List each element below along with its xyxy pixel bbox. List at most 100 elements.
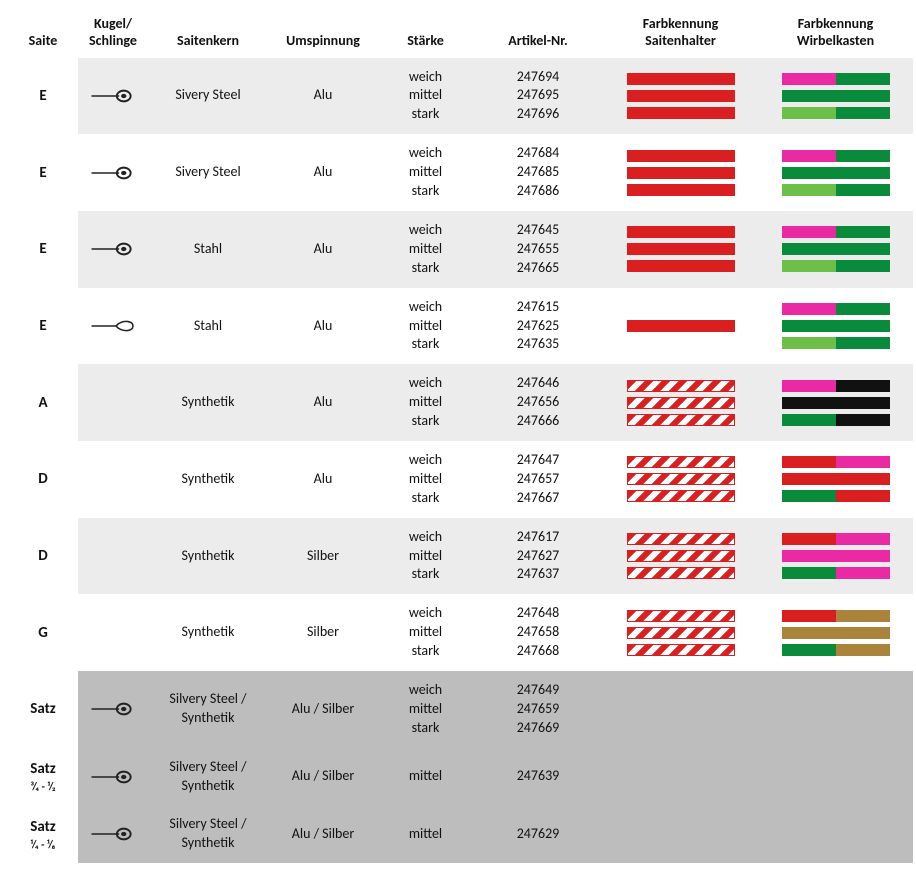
fk1-swatches <box>605 303 756 349</box>
fk2-swatches <box>760 828 911 840</box>
saite-label: G <box>38 624 48 642</box>
art-cell: 247647247657247667 <box>473 441 603 518</box>
swatch-bar <box>782 550 890 562</box>
swatch-bar <box>782 414 890 426</box>
col-kugel: Kugel/Schlinge <box>78 12 148 58</box>
saite-label: Satz <box>30 818 56 836</box>
fk1-swatches <box>605 533 756 579</box>
table-row: GSynthetikSilberweichmittelstark24764824… <box>8 594 913 671</box>
saite-size: ¹/₄ - ¹/₈ <box>10 838 76 851</box>
fk1-swatches <box>605 150 756 196</box>
umsp-cell: Alu <box>268 58 378 135</box>
art-cell: 247684247685247686 <box>473 134 603 211</box>
swatch-bar <box>627 473 735 485</box>
swatch-bar <box>627 610 735 622</box>
table-row: ASynthetikAluweichmittelstark24764624765… <box>8 364 913 441</box>
fk2-swatches <box>760 686 911 732</box>
kugel-cell <box>78 748 148 806</box>
swatch-bar <box>782 320 890 332</box>
stark-cell: weichmittelstark <box>378 288 473 365</box>
umsp-cell: Alu / Silber <box>268 805 378 863</box>
stark-cell: weichmittelstark <box>378 364 473 441</box>
swatch-bar <box>782 610 890 622</box>
art-cell: 247694247695247696 <box>473 58 603 135</box>
fk2-swatches <box>760 73 911 119</box>
ball-end-icon <box>90 87 136 105</box>
swatch-bar <box>782 184 890 196</box>
stark-cell: mittel <box>378 748 473 806</box>
kern-cell: Synthetik <box>148 364 268 441</box>
swatch-bar <box>627 150 735 162</box>
saite-label: Satz <box>30 760 56 778</box>
swatch-bar <box>782 627 890 639</box>
fk2-swatches <box>760 771 911 783</box>
loop-end-icon <box>90 317 136 335</box>
stark-cell: weichmittelstark <box>378 594 473 671</box>
umsp-cell: Alu <box>268 441 378 518</box>
swatch-bar <box>627 456 735 468</box>
stark-cell: weichmittelstark <box>378 134 473 211</box>
swatch-bar <box>782 380 890 392</box>
col-fk2: FarbkennungWirbelkasten <box>758 12 913 58</box>
ball-end-icon <box>90 700 136 718</box>
swatch-bar <box>627 490 735 502</box>
swatch-bar <box>627 243 735 255</box>
fk2-swatches <box>760 610 911 656</box>
stark-cell: weichmittelstark <box>378 441 473 518</box>
swatch-bar <box>627 550 735 562</box>
fk1-swatches <box>605 73 756 119</box>
table-row: Satz Silvery Steel /SynthetikAlu / Silbe… <box>8 671 913 748</box>
saite-label: E <box>39 164 46 182</box>
fk2-swatches <box>760 303 911 349</box>
umsp-cell: Alu <box>268 364 378 441</box>
swatch-bar <box>627 226 735 238</box>
kugel-cell <box>78 211 148 288</box>
kugel-cell <box>78 364 148 441</box>
table-row: DSynthetikAluweichmittelstark24764724765… <box>8 441 913 518</box>
kugel-cell <box>78 441 148 518</box>
art-cell: 247649247659247669 <box>473 671 603 748</box>
fk1-swatches <box>605 456 756 502</box>
swatch-bar <box>782 303 890 315</box>
stark-cell: weichmittelstark <box>378 58 473 135</box>
kugel-cell <box>78 518 148 595</box>
saite-label: D <box>38 547 47 565</box>
saite-label: E <box>39 240 46 258</box>
umsp-cell: Silber <box>268 518 378 595</box>
kern-cell: Sivery Steel <box>148 134 268 211</box>
ball-end-icon <box>90 164 136 182</box>
kugel-cell <box>78 671 148 748</box>
swatch-bar <box>782 260 890 272</box>
kern-cell: Synthetik <box>148 441 268 518</box>
swatch-bar <box>627 380 735 392</box>
kern-cell: Silvery Steel /Synthetik <box>148 671 268 748</box>
fk2-swatches <box>760 226 911 272</box>
swatch-bar <box>627 397 735 409</box>
col-stark: Stärke <box>378 12 473 58</box>
swatch-bar <box>782 90 890 102</box>
swatch-bar <box>627 320 735 332</box>
swatch-bar <box>627 414 735 426</box>
kugel-cell <box>78 805 148 863</box>
kern-cell: Stahl <box>148 211 268 288</box>
fk2-swatches <box>760 533 911 579</box>
swatch-bar <box>782 490 890 502</box>
fk2-swatches <box>760 380 911 426</box>
strings-table: Saite Kugel/Schlinge Saitenkern Umspinnu… <box>8 12 913 863</box>
stark-cell: mittel <box>378 805 473 863</box>
swatch-bar <box>782 533 890 545</box>
art-cell: 247648247658247668 <box>473 594 603 671</box>
swatch-bar <box>627 167 735 179</box>
stark-cell: weichmittelstark <box>378 518 473 595</box>
table-row: Satz³/₄ - ¹/₂ Silvery Steel /SynthetikAl… <box>8 748 913 806</box>
fk1-swatches <box>605 686 756 732</box>
table-row: E Sivery SteelAluweichmittelstark2476942… <box>8 58 913 135</box>
table-row: E StahlAluweichmittelstark24761524762524… <box>8 288 913 365</box>
kern-cell: Stahl <box>148 288 268 365</box>
swatch-bar <box>782 473 890 485</box>
kern-cell: Silvery Steel /Synthetik <box>148 805 268 863</box>
kern-cell: Synthetik <box>148 594 268 671</box>
saite-size: ³/₄ - ¹/₂ <box>10 780 76 793</box>
swatch-bar <box>627 567 735 579</box>
kugel-cell <box>78 134 148 211</box>
